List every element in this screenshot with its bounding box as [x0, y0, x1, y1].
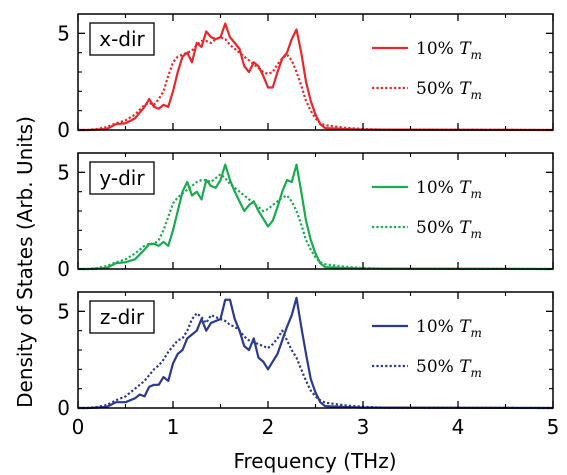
y-tick-label: 5: [57, 299, 70, 323]
y-axis-title: Density of States (Arb. Units): [13, 116, 37, 408]
y-tick-label: 5: [57, 160, 70, 184]
x-tick-label: 3: [357, 415, 370, 439]
panels: 0 5 x-dir 10% Tm 50% Tm 0 5 y-dir 10% Tm 50% Tm 0 5…: [57, 13, 560, 439]
panel-z-dir: 0 5 z-dir 10% Tm 50% Tm: [57, 291, 554, 420]
y-dir-panel-label: y-dir: [99, 166, 145, 190]
y-dir-label-box: [89, 161, 155, 195]
y-tick-label: 0: [57, 257, 70, 281]
z-dir-legend-label-1: 10% Tm: [416, 317, 482, 340]
y-tick-label: 0: [57, 396, 70, 420]
z-dir-series-50pct-line: [78, 312, 554, 410]
panel-y-dir: 0 5 y-dir 10% Tm 50% Tm: [57, 152, 554, 281]
x-dir-series-10pct-line: [78, 22, 554, 132]
y-tick-label: 0: [57, 118, 70, 142]
x-tick-label: 4: [452, 415, 465, 439]
z-dir-label-box: [89, 300, 155, 334]
x-tick-label: 1: [167, 415, 180, 439]
panel-x-dir: 0 5 x-dir 10% Tm 50% Tm: [57, 13, 554, 142]
y-dir-legend-label-2: 50% Tm: [416, 218, 482, 241]
x-dir-series-50pct-line: [78, 36, 554, 132]
y-tick-label: 5: [57, 21, 70, 45]
z-dir-series-10pct-line: [78, 296, 554, 410]
x-dir-legend-label-1: 10% Tm: [416, 39, 482, 62]
x-tick-label: 5: [547, 415, 560, 439]
z-dir-legend-label-2: 50% Tm: [416, 357, 482, 380]
x-tick-label: 0: [72, 415, 85, 439]
x-dir-label-box: [89, 22, 155, 56]
y-dir-series-10pct-line: [78, 163, 554, 271]
y-dir-series-50pct-line: [78, 173, 554, 271]
y-dir-legend-label-1: 10% Tm: [416, 178, 482, 201]
z-dir-panel-label: z-dir: [100, 305, 145, 329]
x-dir-legend-label-2: 50% Tm: [416, 79, 482, 102]
x-tick-label: 2: [262, 415, 275, 439]
x-axis-title: Frequency (THz): [233, 449, 396, 473]
x-dir-panel-label: x-dir: [99, 27, 145, 51]
